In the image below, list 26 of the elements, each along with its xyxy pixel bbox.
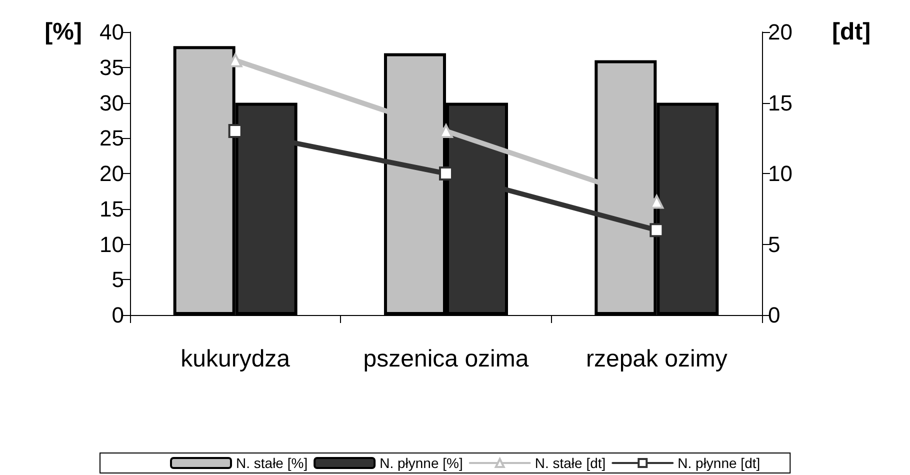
legend-label: N. stałe [%] (236, 455, 308, 471)
y2-tick-label: 20 (768, 20, 792, 44)
legend-label: N. płynne [dt] (678, 455, 760, 471)
x-tick-label: pszenica ozima (363, 346, 530, 372)
x-tick-label: rzepak ozimy (586, 346, 728, 372)
y-tick-label: 40 (100, 20, 124, 44)
y2-axis-title: [dt] (832, 18, 871, 46)
y-tick-label: 0 (112, 302, 124, 328)
y-tick-label: 5 (112, 267, 124, 292)
y-tick-label: 20 (100, 161, 124, 186)
y-axis-title: [%] (44, 18, 82, 46)
y2-tick-label: 10 (768, 161, 792, 186)
point (228, 124, 242, 138)
y-tick-label: 35 (100, 54, 124, 80)
point (650, 223, 664, 238)
y2-tick-label: 15 (768, 90, 792, 116)
y2-tick-label: 0 (768, 302, 780, 328)
point (439, 166, 453, 180)
y-tick-label: 15 (100, 196, 124, 222)
y-tick-label: 30 (100, 90, 124, 116)
legend-label: N. stałe [dt] (534, 455, 606, 471)
y2-tick-label: 5 (768, 232, 780, 257)
x-tick-label: kukurydza (180, 346, 291, 372)
y-tick-label: 25 (100, 126, 124, 151)
legend-label: N. płynne [%] (380, 455, 463, 471)
y-tick-label: 10 (100, 232, 124, 257)
